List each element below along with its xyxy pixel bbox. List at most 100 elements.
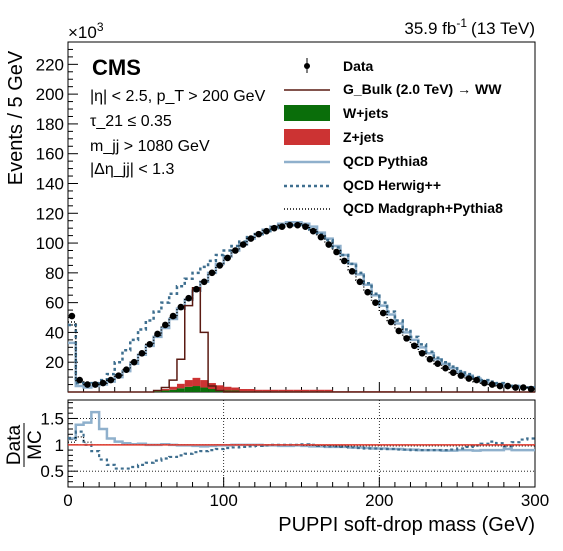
- data-point: [473, 376, 480, 384]
- legend-item-signal: G_Bulk (2.0 TeV) → WW: [284, 81, 502, 97]
- data-point: [504, 382, 512, 390]
- svg-text:G_Bulk (2.0 TeV) → WW: G_Bulk (2.0 TeV) → WW: [343, 81, 502, 97]
- y-multiplier: ×103: [68, 20, 104, 42]
- data-point: [302, 223, 309, 230]
- data-point: [239, 241, 247, 248]
- zjets-bar: [293, 389, 302, 392]
- data-point: [76, 376, 83, 384]
- data-point: [465, 375, 473, 382]
- cut-tau21: τ_21 ≤ 0.35: [90, 113, 172, 130]
- data-point: [263, 227, 270, 235]
- zjets-bar: [317, 389, 325, 392]
- zjets-swatch: [284, 129, 330, 145]
- main-y-tick-label: 200: [36, 85, 64, 104]
- data-point: [348, 268, 356, 275]
- data-point: [177, 303, 185, 311]
- main-y-tick-label: 100: [36, 234, 64, 253]
- ratio-x-tick-label: 200: [365, 491, 393, 510]
- data-point: [91, 381, 99, 388]
- zjets-bar: [309, 389, 318, 392]
- wjets-bar: [169, 389, 177, 392]
- main-y-tick-label: 160: [36, 145, 64, 164]
- zjets-bar: [239, 389, 248, 392]
- ratio-x-ticks: 0 100 200 300: [63, 477, 549, 510]
- data-point: [107, 376, 115, 384]
- main-y-axis-label: Events / 5 GeV: [5, 50, 27, 185]
- main-y-tick-label: 140: [36, 174, 64, 193]
- qcd-pythia-line: [68, 220, 535, 389]
- ratio-x-tick-label: 100: [209, 491, 237, 510]
- cut-mjj: m_jj > 1080 GeV: [90, 138, 210, 155]
- legend-item-data: Data: [304, 58, 374, 74]
- legend: Data G_Bulk (2.0 TeV) → WW W+jets Z+jets…: [284, 58, 503, 216]
- data-point: [395, 327, 403, 335]
- legend-item-qcd-pythia: QCD Pythia8: [284, 153, 428, 169]
- main-y-ticks: 20 40 60 80 100 120 140 160 180 200 220: [36, 48, 78, 386]
- zjets-bar: [200, 380, 209, 388]
- data-point: [325, 241, 333, 248]
- ratio-ylabel-denominator: MC: [25, 430, 46, 460]
- ratio-x-tick-label: 0: [63, 491, 72, 510]
- data-point: [379, 309, 387, 317]
- data-point: [356, 278, 364, 286]
- data-point: [372, 299, 379, 306]
- main-y-tick-label: 20: [45, 353, 64, 372]
- zjets-bar: [270, 389, 279, 392]
- wjets-bar: [200, 387, 209, 392]
- data-point: [68, 312, 76, 320]
- data-point: [169, 312, 177, 320]
- data-point: [457, 372, 465, 379]
- svg-text:W+jets: W+jets: [343, 105, 389, 121]
- data-point: [232, 247, 239, 254]
- data-point: [216, 262, 224, 269]
- ratio-panel: 0.5 1 1.5 0 100 200 300 Data MC: [4, 399, 549, 510]
- main-y-tick-label: 120: [36, 204, 64, 223]
- data-point: [84, 381, 91, 388]
- ratio-y-tick-label: 1.5: [40, 409, 64, 428]
- data-point: [255, 230, 262, 238]
- data-point: [154, 330, 161, 338]
- zjets-bar: [192, 377, 201, 387]
- zjets-bar: [223, 386, 232, 391]
- legend-item-wjets: W+jets: [284, 105, 389, 121]
- zjets-bar: [169, 386, 177, 390]
- svg-text:QCD Madgraph+Pythia8: QCD Madgraph+Pythia8: [343, 200, 503, 216]
- data-point: [488, 381, 496, 388]
- zjets-bar: [301, 389, 310, 392]
- ratio-y-ticks: 0.5 1 1.5: [40, 402, 78, 483]
- zjets-bar: [324, 389, 333, 392]
- svg-text:QCD Herwig++: QCD Herwig++: [343, 177, 441, 193]
- data-point: [294, 221, 301, 229]
- data-point: [224, 254, 231, 262]
- data-point: [442, 364, 449, 372]
- zjets-bar: [215, 385, 224, 390]
- lumi-label: 35.9 fb-1 (13 TeV): [404, 16, 535, 38]
- legend-item-zjets: Z+jets: [284, 129, 384, 145]
- ratio-plot-area: [68, 410, 535, 470]
- zjets-bar: [161, 389, 170, 391]
- data-point: [115, 372, 122, 379]
- data-point: [387, 318, 395, 326]
- wjets-bar: [192, 386, 201, 392]
- wjets-bar: [153, 391, 162, 392]
- qcd-herwig-line: [68, 223, 535, 389]
- data-point: [403, 335, 410, 342]
- data-point: [123, 366, 130, 373]
- zjets-bar: [254, 389, 263, 392]
- main-panel: 20 40 60 80 100 120 140 160 180 200 220 Events / 5…: [5, 41, 536, 393]
- main-y-tick-label: 80: [45, 264, 64, 283]
- data-point: [527, 385, 535, 393]
- data-point: [341, 257, 348, 265]
- data-point: [317, 233, 325, 241]
- ratio-grid: [68, 400, 535, 487]
- data-point: [185, 294, 192, 302]
- cms-label: CMS: [92, 55, 141, 80]
- svg-text:Z+jets: Z+jets: [343, 129, 384, 145]
- data-marker-icon: [304, 63, 310, 69]
- data-point: [247, 235, 255, 242]
- data-point: [146, 341, 154, 348]
- main-plot-area: [68, 220, 535, 393]
- qcd-madgraph-line: [68, 222, 535, 390]
- wjets-bar: [176, 388, 185, 392]
